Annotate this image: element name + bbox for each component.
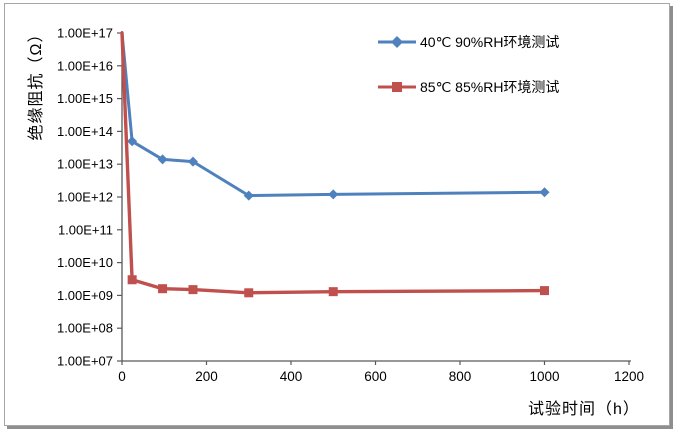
y-tick-label: 1.00E+07 <box>57 354 113 369</box>
series-line-0 <box>120 31 546 198</box>
y-tick-label: 1.00E+17 <box>57 26 113 41</box>
data-point-diamond <box>127 136 138 147</box>
x-tick-label: 800 <box>449 369 472 384</box>
data-point-square <box>158 284 168 294</box>
x-axis-title: 试验时间（h） <box>528 401 640 418</box>
y-tick-label: 1.00E+11 <box>58 222 113 237</box>
data-point-square <box>540 286 549 296</box>
legend-item-40c-90rh: 40℃ 90%RH环境测试 <box>377 34 559 50</box>
y-axis-title: 绝缘阻抗（Ω） <box>28 25 45 141</box>
x-tick-label: 1000 <box>529 369 559 384</box>
data-point-diamond <box>243 190 254 201</box>
data-point-diamond <box>328 189 339 200</box>
data-point-diamond <box>539 187 550 198</box>
legend-label-40c-90rh: 40℃ 90%RH环境测试 <box>420 34 560 50</box>
y-tick-label: 1.00E+09 <box>57 288 113 303</box>
y-tick-label: 1.00E+14 <box>57 124 113 139</box>
legend-item-85c-85rh: 85℃ 85%RH环境测试 <box>377 79 559 95</box>
line-diamond-marker-icon <box>377 35 417 49</box>
x-tick-label: 400 <box>280 369 303 384</box>
x-tick-label: 600 <box>364 369 387 384</box>
data-point-diamond <box>187 156 198 167</box>
y-tick-label: 1.00E+10 <box>57 255 113 270</box>
x-tick-label: 1200 <box>614 369 644 384</box>
y-tick-label: 1.00E+12 <box>57 190 113 205</box>
data-point-square <box>244 288 254 298</box>
y-tick-label: 1.00E+13 <box>57 157 113 172</box>
series-line-1 <box>120 31 547 295</box>
data-point-square <box>127 275 137 285</box>
data-point-diamond <box>157 154 168 165</box>
y-tick-label: 1.00E+15 <box>57 91 113 106</box>
line-square-marker-icon <box>377 80 417 94</box>
x-tick-label: 200 <box>195 369 218 384</box>
data-point-square <box>188 285 198 295</box>
legend-label-85c-85rh: 85℃ 85%RH环境测试 <box>420 79 560 95</box>
data-point-square <box>328 287 338 297</box>
y-tick-label: 1.00E+08 <box>57 321 113 336</box>
x-tick-label: 0 <box>118 369 126 384</box>
y-tick-label: 1.00E+16 <box>57 58 113 73</box>
